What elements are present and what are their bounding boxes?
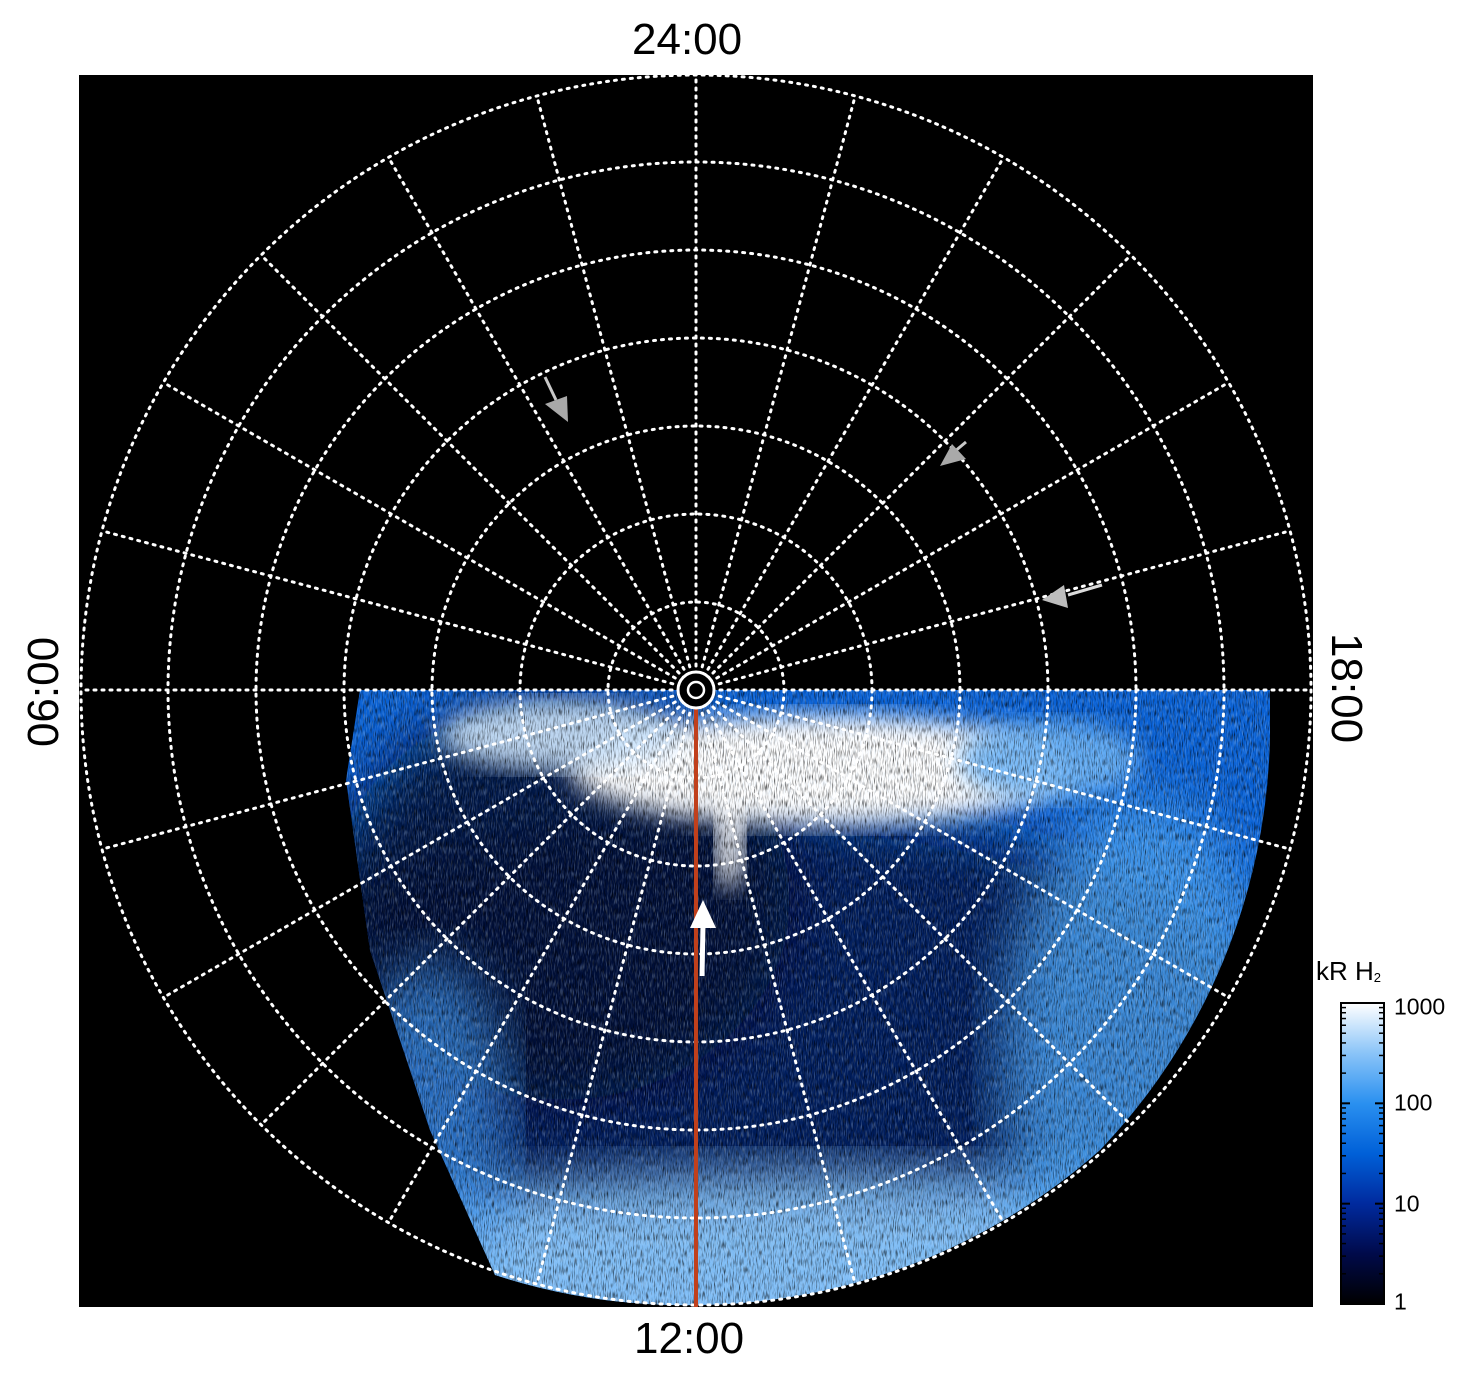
colorbar	[1340, 1002, 1385, 1305]
grid-meridian	[259, 688, 698, 1127]
colorbar-tick-label: 1000	[1394, 993, 1446, 1020]
grid-meridian	[161, 688, 698, 999]
grid-meridian	[694, 688, 857, 1286]
colorbar-tick-label: 10	[1394, 1190, 1420, 1217]
arrow-white-up	[690, 900, 716, 977]
grid-meridian	[161, 381, 698, 692]
grid-meridian	[694, 688, 1231, 999]
local-time-label-top: 24:00	[632, 15, 743, 64]
grid-meridian	[387, 688, 698, 1225]
grid-meridian	[100, 688, 698, 851]
arrow-gray-3	[1042, 583, 1103, 608]
grid-meridian	[694, 688, 1005, 1225]
grid-meridian	[694, 155, 1005, 692]
colorbar-title-text: kR H	[1316, 956, 1374, 986]
pole-marker-inner	[686, 680, 706, 700]
grid-meridian	[387, 155, 698, 692]
grid-meridian	[535, 94, 698, 692]
grid-circle	[79, 75, 1313, 1307]
grid-meridian	[694, 688, 1292, 851]
grid-meridian	[694, 688, 1133, 1127]
colorbar-tick-label: 1	[1394, 1288, 1407, 1315]
arrow-gray-1	[543, 376, 568, 422]
colorbar-title-subscript: 2	[1373, 970, 1382, 985]
local-time-label-right: 18:00	[1322, 632, 1371, 744]
colorbar-frame	[1340, 1002, 1385, 1305]
arrow-gray-2	[940, 440, 967, 466]
local-time-label-bottom: 12:00	[634, 1314, 745, 1363]
grid-meridian	[694, 94, 857, 692]
colorbar-tick-label: 100	[1394, 1089, 1433, 1116]
grid-meridian	[535, 688, 698, 1286]
colorbar-title: kR H2	[1316, 956, 1381, 987]
grid-meridian	[694, 253, 1133, 692]
colorbar-tick-marks	[1341, 1002, 1384, 1305]
grid-meridian	[259, 253, 698, 692]
grid-meridian	[694, 529, 1292, 692]
colorbar-gradient	[1341, 1003, 1384, 1304]
grid-meridian	[100, 529, 698, 692]
grid-meridian	[694, 381, 1231, 692]
local-time-label-left: 06:00	[19, 636, 68, 748]
